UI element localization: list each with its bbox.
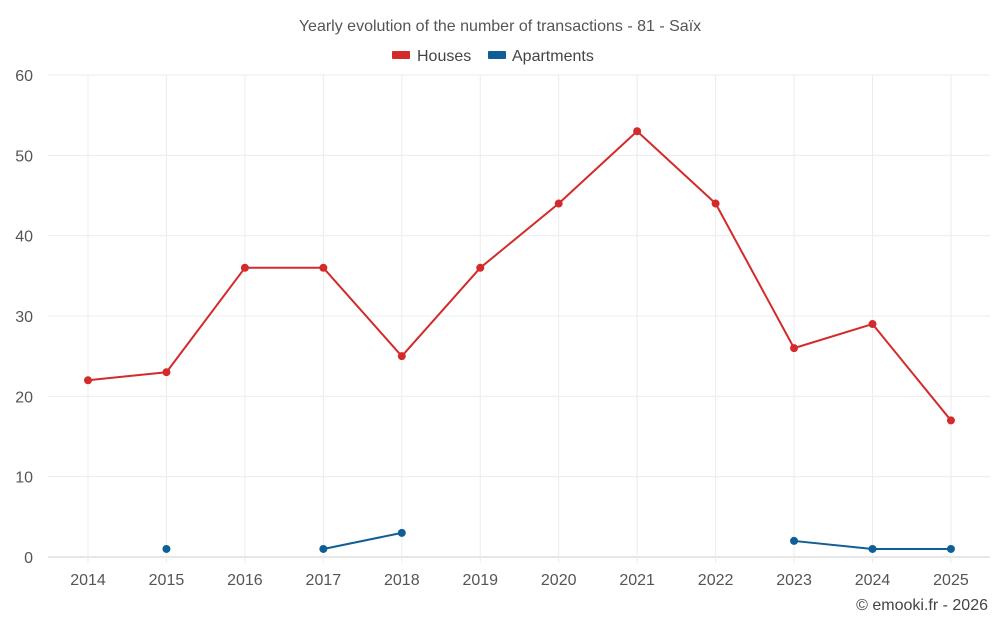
y-tick-label: 30 [15,309,33,326]
x-tick-label: 2025 [933,572,969,589]
legend-item-apartments[interactable]: Apartments [488,48,594,65]
y-tick-label: 60 [15,68,33,85]
series [84,127,955,553]
data-point-apartments[interactable] [946,544,955,553]
data-point-apartments[interactable] [319,544,328,553]
data-point-houses[interactable] [397,352,406,361]
x-tick-label: 2024 [855,572,891,589]
data-point-houses[interactable] [711,199,720,208]
data-point-houses[interactable] [633,127,642,136]
legend: Houses Apartments [392,48,594,65]
y-axis-ticks: 0 10 20 30 40 50 60 [15,68,33,567]
data-point-houses[interactable] [319,263,328,272]
data-point-houses[interactable] [790,344,799,353]
x-tick-label: 2019 [462,572,498,589]
series-line-apartments [323,531,403,550]
data-point-apartments[interactable] [397,528,406,537]
legend-label-apartments: Apartments [512,48,594,65]
legend-item-houses[interactable]: Houses [392,48,471,65]
x-tick-label: 2017 [306,572,342,589]
data-point-houses[interactable] [946,416,955,425]
data-point-houses[interactable] [868,320,877,329]
legend-swatch-houses [392,51,410,59]
y-tick-label: 0 [24,550,33,567]
legend-label-houses: Houses [417,48,471,65]
x-tick-label: 2014 [70,572,106,589]
y-tick-label: 50 [15,148,33,165]
x-tick-label: 2021 [619,572,655,589]
data-point-houses[interactable] [554,199,563,208]
x-tick-label: 2018 [384,572,420,589]
legend-swatch-apartments [488,51,506,59]
x-tick-label: 2015 [149,572,185,589]
x-tick-label: 2023 [776,572,812,589]
data-point-houses[interactable] [162,368,171,377]
data-point-houses[interactable] [240,263,249,272]
y-tick-label: 40 [15,229,33,246]
y-tick-label: 20 [15,389,33,406]
data-point-houses[interactable] [476,263,485,272]
chart-title: Yearly evolution of the number of transa… [299,18,701,35]
copyright-credit: © emooki.fr - 2026 [856,597,988,614]
series-line-houses [87,130,952,422]
data-point-apartments[interactable] [790,536,799,545]
x-tick-label: 2016 [227,572,263,589]
data-point-houses[interactable] [84,376,92,385]
x-axis-ticks: 2014 2015 2016 2017 2018 2019 2020 2021 2022 2023… [70,572,969,589]
data-point-apartments[interactable] [162,544,171,553]
data-point-apartments[interactable] [868,544,877,553]
y-tick-label: 10 [15,470,33,487]
x-tick-label: 2022 [698,572,734,589]
grid [48,74,990,563]
x-tick-label: 2020 [541,572,577,589]
